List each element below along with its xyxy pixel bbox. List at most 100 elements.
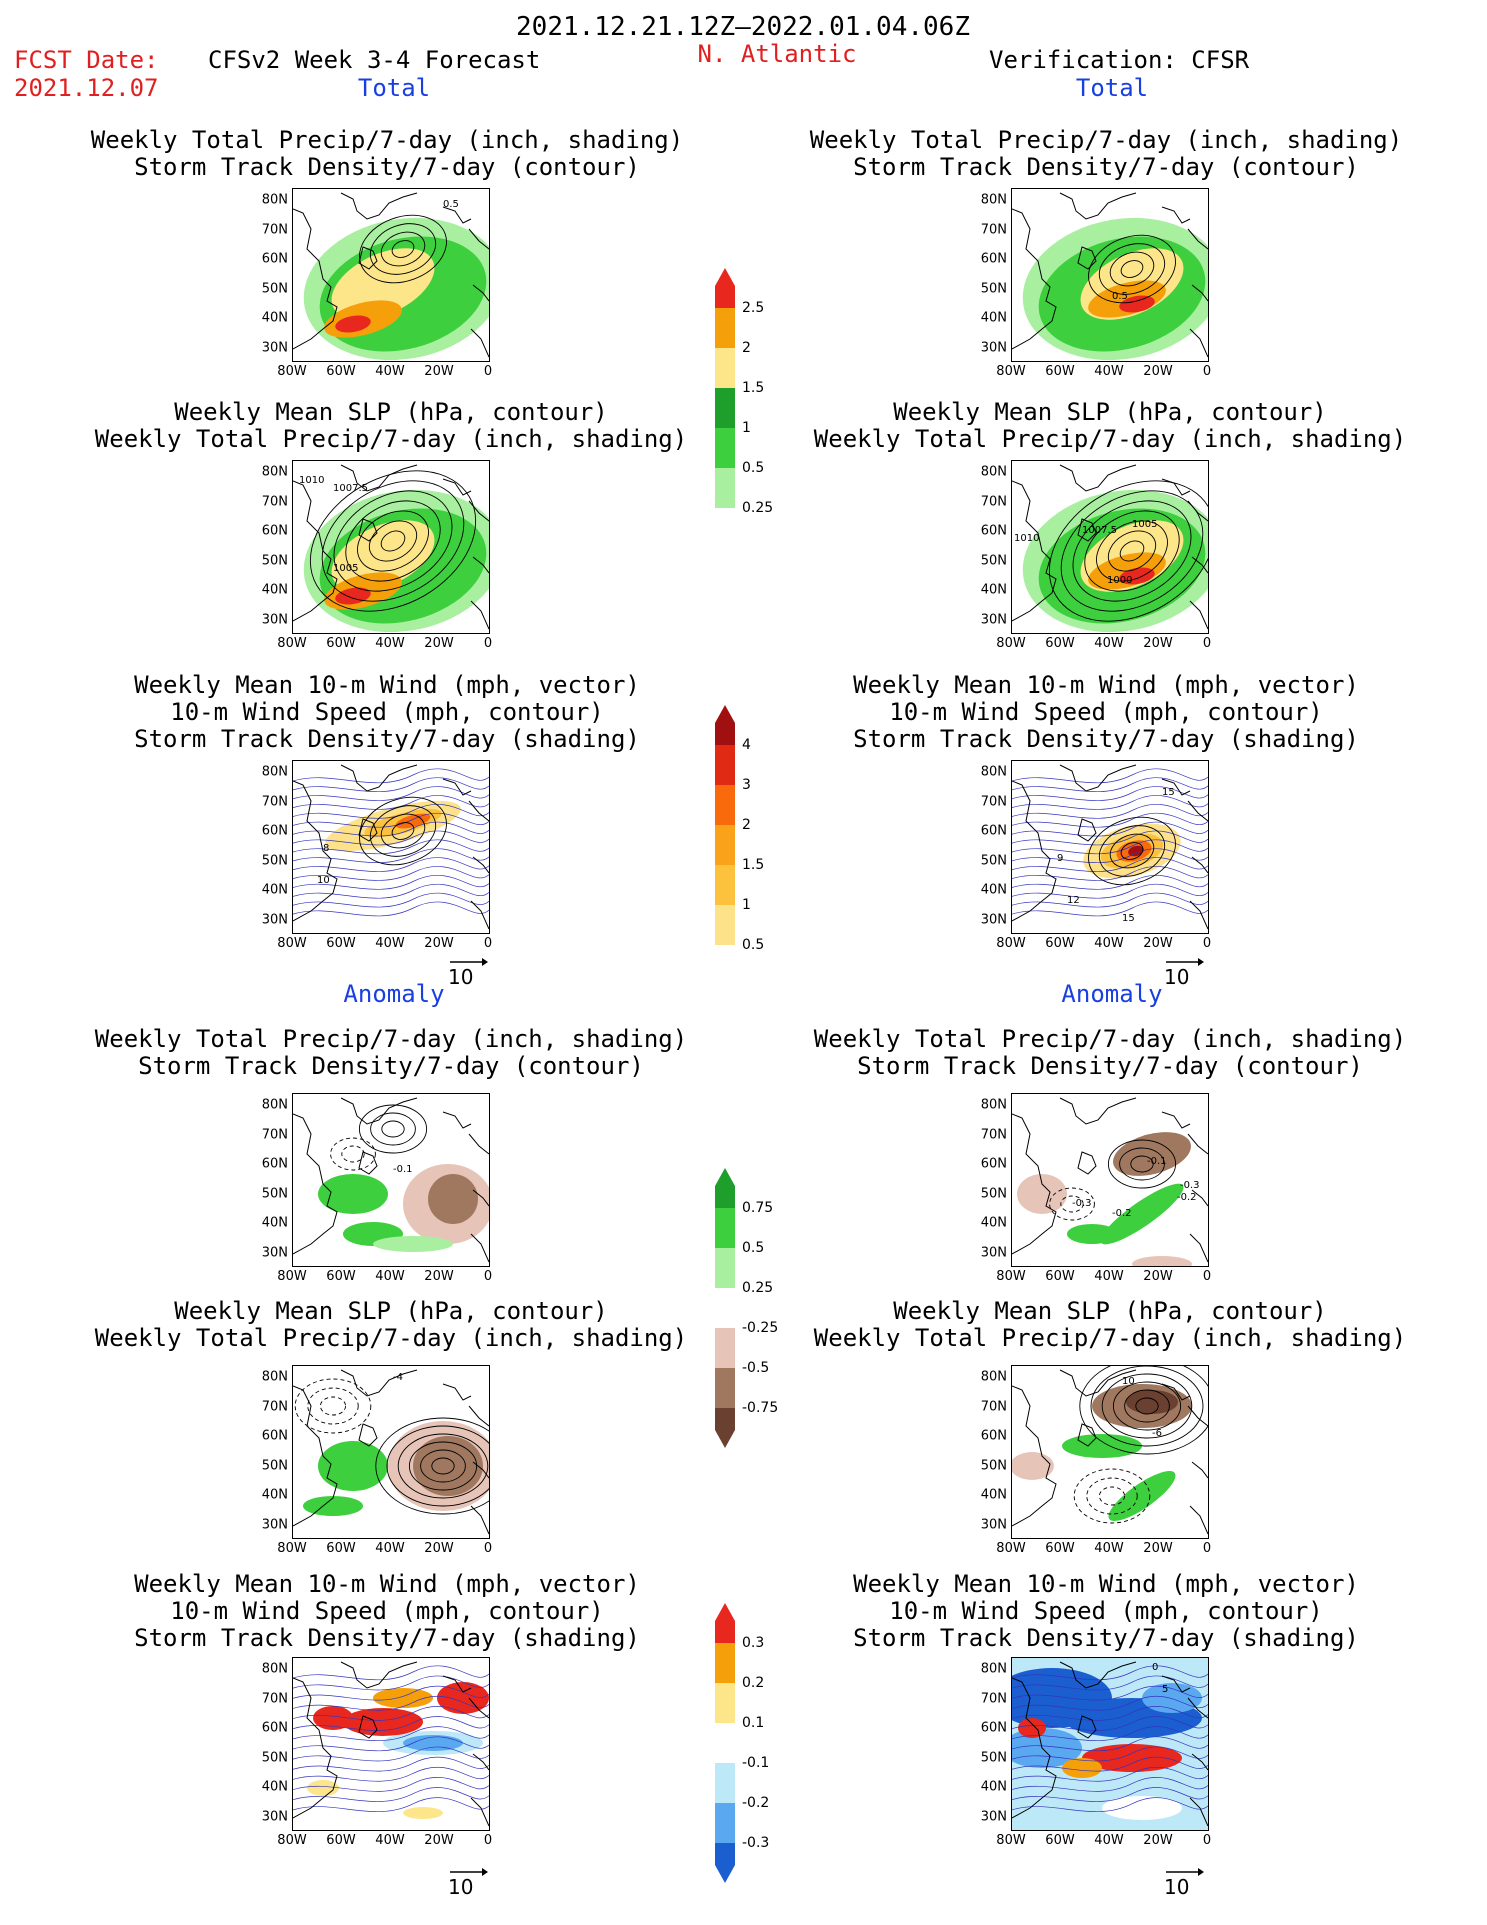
lat-tick-label: 40N [261, 310, 288, 326]
slp-contour [307, 1387, 359, 1425]
contour-label: 1010 [1014, 533, 1039, 544]
slp-contour [1048, 480, 1208, 622]
wind-speed-contour [293, 813, 489, 828]
coastline [470, 1233, 489, 1263]
lat-tick-label: 80N [980, 1097, 1007, 1113]
wind-speed-contour [1012, 848, 1208, 864]
lat-tick-label: 30N [261, 1809, 288, 1824]
wind-speed-contour [1012, 804, 1208, 819]
colorbar-segment [715, 348, 735, 388]
shading-blob [307, 1780, 339, 1796]
shading-blob [373, 1688, 433, 1708]
lon-tick-label: 0 [1202, 1833, 1212, 1848]
lon-tick-label: 40W [1094, 1541, 1124, 1556]
lat-tick-label: 80N [261, 192, 288, 208]
wind-contour [1109, 833, 1155, 869]
lon-tick-label: 60W [1045, 936, 1075, 951]
coastline [468, 1133, 489, 1155]
coastline [1161, 1111, 1191, 1129]
wind-speed-contour [293, 821, 489, 837]
lat-tick-label: 70N [980, 494, 1007, 509]
wind-speed-contour [1012, 821, 1208, 837]
contour-label: 8 [323, 843, 329, 854]
lat-tick-label: 30N [980, 1809, 1007, 1824]
slp-contour [1060, 490, 1204, 612]
colorbar-segment [715, 268, 735, 308]
map-panel-r2-left: 1010 1007.5 1005 [292, 460, 490, 634]
coastline [1161, 1675, 1191, 1693]
lat-tick-label: 60N [980, 1156, 1007, 1172]
colorbar-segment [715, 1843, 735, 1883]
coastline [358, 1151, 378, 1175]
lon-tick-label: 0 [1202, 364, 1212, 379]
lat-tick-label: 50N [980, 553, 1007, 568]
colorbar-segment [715, 1328, 735, 1368]
title-r1-left: Weekly Total Precip/7-day (inch, shading… [90, 126, 684, 181]
shading-blob [1062, 1758, 1102, 1778]
colorbar-segment [715, 1683, 735, 1723]
lon-tick-label: 0 [483, 936, 493, 951]
slp-contour [1135, 1397, 1159, 1415]
coastline [1191, 1189, 1208, 1207]
wind-speed-contour [1012, 884, 1208, 899]
coastline [358, 518, 378, 542]
wind-speed-contour [1012, 768, 1208, 784]
coastline [1191, 1753, 1208, 1771]
wind-speed-contour [293, 1706, 489, 1721]
shading-blob [1100, 1183, 1184, 1245]
lon-tick-label: 80W [996, 1541, 1026, 1556]
track-density-contour [1109, 251, 1155, 287]
lat-tick-label: 40N [980, 882, 1007, 898]
map-plot: -4 [293, 1369, 489, 1535]
section-anomaly-left: Anomaly [343, 980, 445, 1008]
colorbar-label: 1 [742, 897, 751, 913]
coastline [293, 480, 338, 622]
coastline [293, 1385, 338, 1527]
coastline [442, 1383, 472, 1401]
contour-label: 1005 [1132, 519, 1157, 530]
contour-label: 9 [1057, 853, 1063, 864]
lon-tick-label: 40W [375, 1541, 405, 1556]
map-panel-r3-right: 15 12 15 9 [1011, 760, 1209, 934]
wind-contour [1088, 816, 1176, 886]
shading-blob [403, 1735, 463, 1751]
slp-contour [357, 510, 429, 572]
lat-tick-label: 50N [261, 1458, 288, 1473]
slp-contour [1096, 520, 1168, 582]
slp-contour [380, 530, 406, 552]
wind-speed-contour [293, 830, 489, 846]
contour-label: 0.5 [443, 199, 459, 210]
lat-tick-label: 40N [261, 582, 288, 598]
lat-tick-label: 40N [261, 1215, 288, 1231]
wind-speed-contour [293, 1777, 489, 1792]
lon-tick-label: 20W [424, 936, 454, 951]
slp-contour [333, 490, 453, 592]
lon-tick-label: 80W [277, 1833, 307, 1848]
vector-ref-r6-right: 10 [1164, 1868, 1204, 1899]
track-density-contour [358, 1104, 428, 1154]
colorbar-segment [715, 865, 735, 905]
lat-tick-label: 70N [261, 794, 288, 809]
coastline [1059, 464, 1137, 492]
track-density-contour [1119, 1147, 1165, 1181]
wind-speed-contour [1012, 1685, 1208, 1701]
map-plot: 0.5 [1012, 192, 1208, 361]
shading-blob [1062, 1434, 1142, 1458]
colorbar-label: 0.5 [742, 937, 765, 953]
coastline [1191, 556, 1208, 574]
lon-tick-label: 40W [1094, 1269, 1124, 1284]
coastline [1012, 1677, 1057, 1819]
lon-tick-label: 0 [1202, 1541, 1212, 1556]
lat-tick-label: 30N [980, 1517, 1007, 1532]
shading-blob [1113, 1132, 1191, 1176]
wind-speed-contour [293, 1716, 489, 1731]
map-plot: 05 [1012, 1658, 1208, 1830]
lat-tick-label: 70N [261, 1691, 288, 1706]
coastline [1189, 600, 1208, 630]
contour-label: 15 [1122, 913, 1135, 924]
wind-speed-contour [1012, 875, 1208, 890]
coastline [472, 1753, 489, 1771]
slp-contour [294, 1378, 372, 1434]
lat-tick-label: 80N [980, 192, 1007, 208]
lat-tick-label: 30N [980, 1245, 1007, 1260]
